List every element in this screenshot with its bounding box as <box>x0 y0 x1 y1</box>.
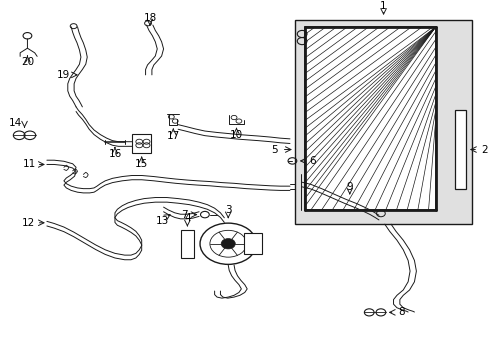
Text: 9: 9 <box>346 182 352 192</box>
Text: 15: 15 <box>135 159 148 169</box>
Bar <box>180 230 194 258</box>
Text: 5: 5 <box>271 144 278 154</box>
Text: 1: 1 <box>380 1 386 11</box>
Bar <box>294 20 471 224</box>
Text: 20: 20 <box>21 58 34 67</box>
Text: 16: 16 <box>108 149 122 159</box>
Text: 8: 8 <box>397 307 404 318</box>
Bar <box>243 233 262 255</box>
Text: 6: 6 <box>308 156 315 166</box>
Text: 4: 4 <box>183 213 190 223</box>
Bar <box>454 111 465 189</box>
Text: 17: 17 <box>166 131 180 141</box>
Text: 13: 13 <box>155 216 168 226</box>
Text: 7: 7 <box>181 210 187 220</box>
Text: 19: 19 <box>57 70 70 80</box>
Bar <box>304 27 435 210</box>
Bar <box>132 134 151 153</box>
Text: 18: 18 <box>143 13 156 23</box>
Text: 10: 10 <box>229 130 243 140</box>
Text: 11: 11 <box>23 159 37 170</box>
Text: 3: 3 <box>224 204 231 215</box>
Text: 2: 2 <box>480 144 487 154</box>
Text: 12: 12 <box>22 218 36 228</box>
Text: 14: 14 <box>9 118 22 128</box>
Circle shape <box>221 239 235 249</box>
